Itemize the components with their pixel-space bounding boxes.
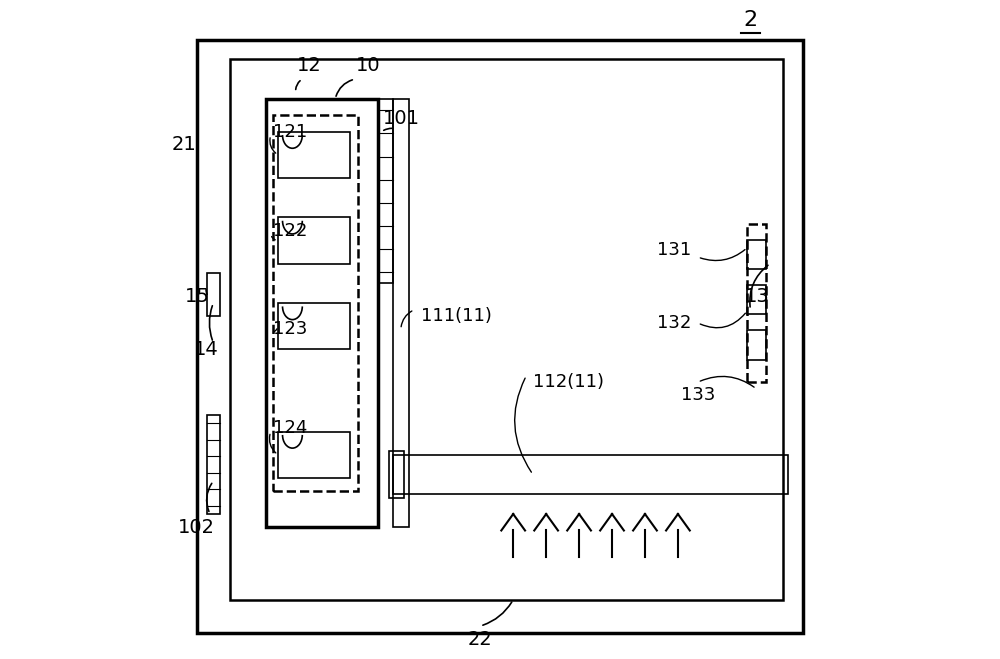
Text: 2: 2 [743, 10, 757, 30]
Bar [747, 224, 766, 382]
Text: 10: 10 [356, 57, 381, 75]
Bar [278, 432, 350, 478]
Text: 21: 21 [171, 136, 196, 154]
Text: 122: 122 [273, 221, 307, 240]
Bar [393, 455, 788, 494]
Bar [378, 99, 393, 283]
Bar [747, 285, 766, 314]
Text: 14: 14 [194, 340, 219, 358]
Text: 124: 124 [273, 419, 307, 438]
Text: 15: 15 [184, 287, 209, 306]
Bar [747, 330, 766, 360]
Bar [207, 415, 220, 514]
Text: 22: 22 [468, 630, 493, 648]
Text: 133: 133 [681, 386, 715, 405]
Text: 131: 131 [657, 241, 691, 260]
Bar [230, 59, 783, 600]
Text: 13: 13 [745, 287, 769, 306]
Bar [747, 240, 766, 270]
Bar [393, 99, 409, 527]
Text: 112(11): 112(11) [533, 373, 604, 391]
Bar [278, 217, 350, 264]
Text: 132: 132 [657, 314, 691, 332]
Bar [278, 303, 350, 349]
Text: 101: 101 [383, 109, 420, 128]
Text: 102: 102 [178, 518, 215, 536]
Bar [207, 273, 220, 316]
Text: 12: 12 [297, 57, 321, 75]
Bar [273, 115, 358, 491]
Bar [278, 132, 350, 178]
Text: 111(11): 111(11) [421, 307, 492, 326]
Bar [389, 451, 404, 498]
Text: 123: 123 [273, 320, 307, 339]
Bar [266, 99, 378, 527]
Text: 121: 121 [273, 123, 307, 141]
